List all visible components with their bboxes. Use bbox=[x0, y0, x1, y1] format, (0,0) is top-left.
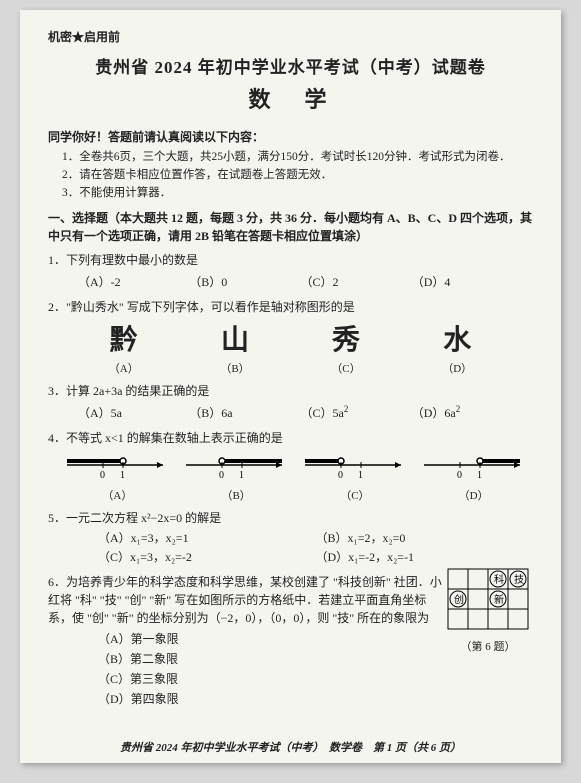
svg-text:创: 创 bbox=[454, 593, 464, 606]
page-footer: 贵州省 2024 年初中学业水平考试（中考） 数学卷 第 1 页（共 6 页） bbox=[20, 739, 561, 755]
numberline-option-b: 01 （B） bbox=[181, 453, 291, 503]
char-glyph: 山 bbox=[220, 318, 249, 358]
option-d: （D）第四象限 bbox=[98, 690, 443, 707]
exam-page: 机密★启用前 贵州省 2024 年初中学业水平考试（中考）试题卷 数 学 同学你… bbox=[20, 10, 561, 763]
option-a: （A）第一象限 bbox=[98, 630, 443, 647]
char-option-c: 秀 （C） bbox=[331, 318, 360, 376]
option-label: （D） bbox=[442, 360, 472, 376]
option-c: （C）2 bbox=[301, 273, 412, 290]
numberline-option-a: 01 （A） bbox=[62, 453, 172, 503]
numberline-option-d: 01 （D） bbox=[419, 453, 529, 503]
svg-text:1: 1 bbox=[477, 470, 482, 481]
char-glyph: 秀 bbox=[331, 318, 360, 358]
option-label: （A） bbox=[62, 487, 172, 503]
svg-text:新: 新 bbox=[494, 593, 504, 606]
instruction-item: 3．不能使用计算器． bbox=[62, 185, 533, 201]
char-option-d: 水 （D） bbox=[442, 318, 472, 376]
option-d: （D）6a2 bbox=[412, 404, 523, 421]
instruction-item: 2．请在答题卡相应位置作答，在试题卷上答题无效． bbox=[62, 167, 533, 183]
numberline-icon: 01 bbox=[420, 453, 528, 481]
option-label: （A） bbox=[109, 360, 139, 376]
option-a: （A）5a bbox=[78, 404, 189, 421]
option-d: （D）4 bbox=[412, 273, 523, 290]
instruction-item: 1．全卷共6页，三个大题，共25小题，满分150分．考试时长120分钟．考试形式… bbox=[62, 149, 533, 165]
question-3-options: （A）5a （B）6a （C）5a2 （D）6a2 bbox=[48, 402, 533, 423]
option-c: （C）x₁=3，x₂=-2 bbox=[98, 548, 316, 565]
svg-text:0: 0 bbox=[338, 470, 343, 481]
question-5: 5．一元二次方程 x²−2x=0 的解是 bbox=[48, 509, 533, 527]
svg-text:0: 0 bbox=[457, 470, 462, 481]
option-a: （A）-2 bbox=[78, 273, 189, 290]
numberline-icon: 01 bbox=[301, 453, 409, 481]
svg-text:1: 1 bbox=[120, 470, 125, 481]
question-6-wrap: 6．为培养青少年的科学态度和科学思维，某校创建了 "科技创新" 社团．小红将 "… bbox=[48, 567, 533, 710]
option-b: （B）x₁=2，x₂=0 bbox=[316, 529, 534, 546]
question-2: 2．"黔山秀水" 写成下列字体，可以看作是轴对称图形的是 bbox=[48, 298, 533, 316]
option-label: （D） bbox=[419, 487, 529, 503]
question-4: 4．不等式 x<1 的解集在数轴上表示正确的是 bbox=[48, 429, 533, 447]
svg-text:科: 科 bbox=[494, 573, 504, 586]
question-6-options: （A）第一象限 （B）第二象限 （C）第三象限 （D）第四象限 bbox=[48, 630, 443, 707]
option-a: （A）x₁=3，x₂=1 bbox=[98, 529, 316, 546]
numberline-option-c: 01 （C） bbox=[300, 453, 410, 503]
char-option-b: 山 （B） bbox=[220, 318, 249, 376]
svg-text:1: 1 bbox=[358, 470, 363, 481]
section-heading: 一、选择题（本大题共 12 题，每题 3 分，共 36 分．每小题均有 A、B、… bbox=[48, 209, 533, 245]
char-glyph: 黔 bbox=[109, 318, 139, 358]
question-1: 1．下列有理数中最小的数是 bbox=[48, 251, 533, 269]
numberline-icon: 01 bbox=[63, 453, 171, 481]
option-b: （B）第二象限 bbox=[98, 650, 443, 667]
option-c: （C）第三象限 bbox=[98, 670, 443, 687]
subject-title: 数 学 bbox=[48, 82, 533, 114]
instructions-heading: 同学你好！答题前请认真阅读以下内容： bbox=[48, 128, 533, 145]
classification-label: 机密★启用前 bbox=[48, 28, 533, 45]
question-6-figure: 科 技 创 新 （第 6 题） bbox=[443, 567, 533, 710]
exam-title: 贵州省 2024 年初中学业水平考试（中考）试题卷 bbox=[48, 53, 533, 78]
option-label: （B） bbox=[181, 487, 291, 503]
question-2-figures: 黔 （A） 山 （B） 秀 （C） 水 （D） bbox=[48, 318, 533, 376]
question-5-options: （A）x₁=3，x₂=1 （B）x₁=2，x₂=0 （C）x₁=3，x₂=-2 … bbox=[48, 529, 533, 565]
option-b: （B）6a bbox=[189, 404, 300, 421]
char-glyph: 水 bbox=[442, 318, 472, 358]
question-4-figures: 01 （A） 01 （B） 01 （C） bbox=[48, 449, 533, 503]
option-d: （D）x₁=-2，x₂=-1 bbox=[316, 548, 534, 565]
question-6: 6．为培养青少年的科学态度和科学思维，某校创建了 "科技创新" 社团．小红将 "… bbox=[48, 573, 443, 627]
option-label: （B） bbox=[220, 360, 249, 376]
figure-caption: （第 6 题） bbox=[443, 638, 533, 654]
numberline-icon: 01 bbox=[182, 453, 290, 481]
option-c: （C）5a2 bbox=[301, 404, 412, 421]
svg-text:0: 0 bbox=[219, 470, 224, 481]
question-1-options: （A）-2 （B）0 （C）2 （D）4 bbox=[48, 271, 533, 292]
svg-text:1: 1 bbox=[239, 470, 244, 481]
grid-icon: 科 技 创 新 bbox=[446, 567, 530, 635]
char-option-a: 黔 （A） bbox=[109, 318, 139, 376]
question-3: 3．计算 2a+3a 的结果正确的是 bbox=[48, 382, 533, 400]
option-label: （C） bbox=[331, 360, 360, 376]
svg-text:技: 技 bbox=[514, 573, 524, 586]
svg-text:0: 0 bbox=[100, 470, 105, 481]
option-b: （B）0 bbox=[189, 273, 300, 290]
option-label: （C） bbox=[300, 487, 410, 503]
